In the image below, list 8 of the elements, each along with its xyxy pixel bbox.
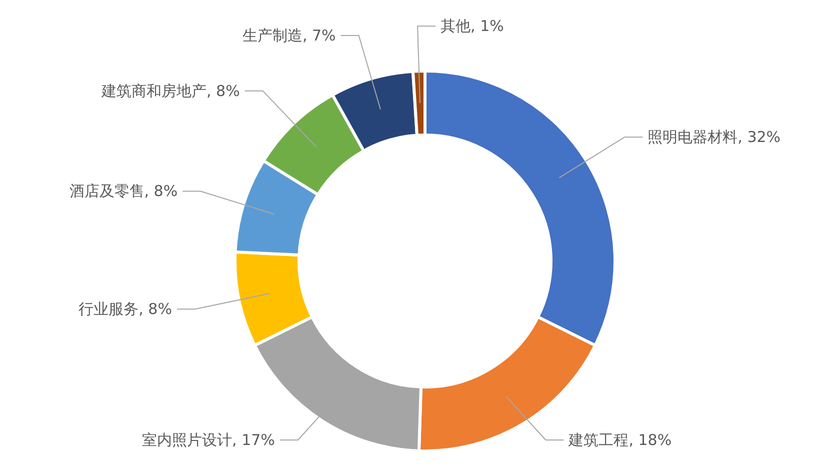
slice-label: 照明电器材料, 32%	[648, 128, 781, 146]
slice-label: 建筑商和房地产, 8%	[100, 82, 240, 100]
slice-label: 其他, 1%	[440, 17, 504, 36]
slice-label: 室内照片设计, 17%	[142, 431, 275, 449]
slice-label: 建筑工程, 18%	[568, 431, 672, 449]
slice-label: 酒店及零售, 8%	[69, 182, 178, 200]
slice-label: 生产制造, 7%	[242, 26, 336, 45]
slice-label: 行业服务, 8%	[78, 300, 172, 318]
